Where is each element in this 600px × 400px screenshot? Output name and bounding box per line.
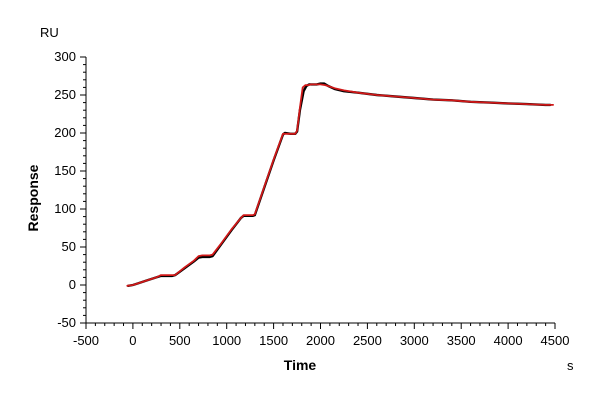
x-axis-title: Time [284,357,317,373]
x-tick-label: 3000 [400,333,429,348]
x-tick-label: 1000 [212,333,241,348]
y-tick-label: -50 [57,315,76,330]
y-tick-label: 150 [54,163,76,178]
x-tick-label: 4500 [541,333,570,348]
x-tick-label: 500 [169,333,191,348]
series-layer [126,82,554,287]
axes [85,57,555,324]
x-tick-label: 2000 [306,333,335,348]
series-line-1 [126,82,552,287]
y-tick-label: 0 [69,277,76,292]
y-unit-label: RU [40,25,59,40]
y-tick-label: 250 [54,87,76,102]
y-axis-title: Response [25,164,41,231]
series-line-2 [126,83,554,287]
x-tick-label: 2500 [353,333,382,348]
y-tick-label: 200 [54,125,76,140]
y-tick-label: 100 [54,201,76,216]
y-tick-label: 50 [62,239,76,254]
x-tick-label: -500 [73,333,99,348]
x-tick-label: 3500 [447,333,476,348]
y-tick-label: 300 [54,49,76,64]
x-unit-label: s [567,358,574,373]
x-tick-label: 1500 [259,333,288,348]
x-tick-label: 0 [129,333,136,348]
x-tick-label: 4000 [494,333,523,348]
